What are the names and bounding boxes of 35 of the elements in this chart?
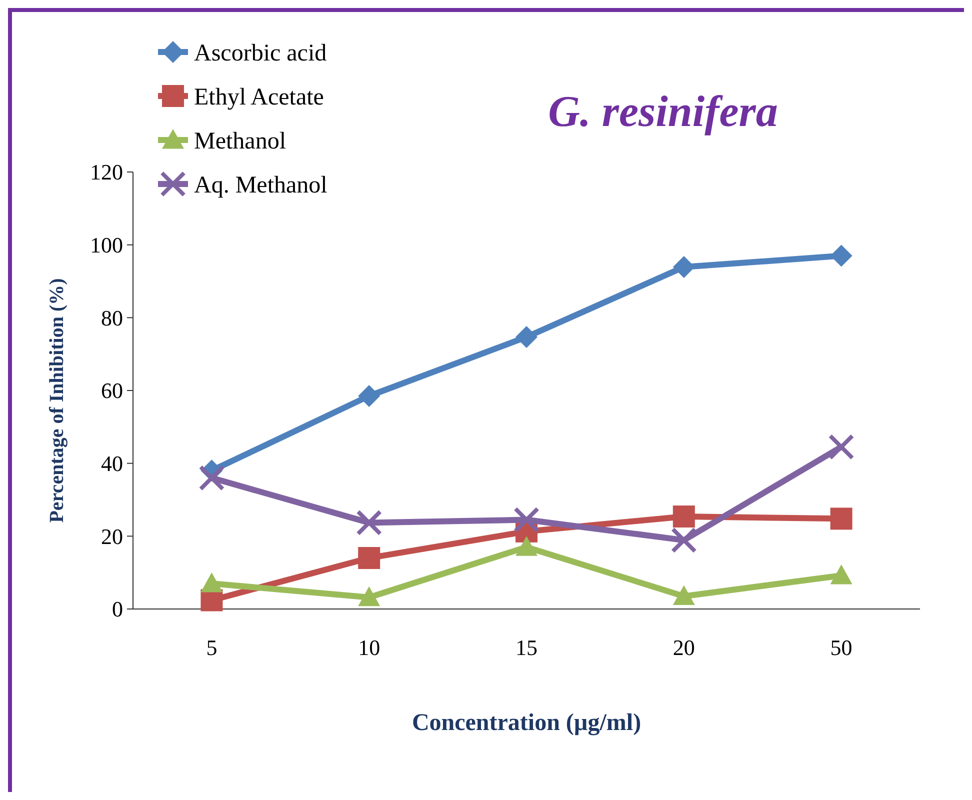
point	[200, 572, 223, 592]
chart-title: G. resinifera	[548, 87, 778, 136]
y-tick-label: 0	[112, 596, 123, 622]
point	[514, 506, 540, 533]
point	[672, 506, 695, 528]
x-tick-label: 20	[672, 635, 695, 660]
point	[830, 564, 852, 584]
y-tick-label: 100	[90, 232, 123, 258]
point	[358, 586, 380, 606]
legend-label: Aq. Methanol	[194, 172, 328, 198]
point	[830, 508, 852, 530]
legend-label: Methanol	[194, 128, 286, 154]
point	[670, 527, 697, 554]
legend-label: Ascorbic acid	[194, 40, 327, 66]
legend-label: Ethyl Acetate	[194, 84, 324, 110]
x-tick-label: 15	[516, 635, 538, 660]
y-tick-label: 80	[101, 305, 123, 330]
x-tick-label: 5	[206, 635, 218, 660]
x-tick-label: 50	[830, 635, 852, 660]
y-tick-label: 60	[101, 378, 123, 404]
point	[356, 510, 382, 536]
point	[828, 434, 854, 460]
y-tick-label: 40	[101, 451, 123, 476]
point	[516, 536, 538, 556]
y-tick-label: 120	[90, 160, 123, 185]
point	[672, 585, 695, 606]
x-tick-label: 10	[358, 635, 380, 660]
x-axis-title: Concentration (µg/ml)	[412, 710, 642, 736]
point	[672, 256, 695, 278]
point	[358, 547, 380, 570]
point	[516, 326, 538, 348]
point	[358, 384, 380, 407]
y-axis-title: Percentage of Inhibition (%)	[46, 278, 68, 523]
y-tick-label: 20	[101, 524, 123, 549]
point	[198, 464, 225, 491]
